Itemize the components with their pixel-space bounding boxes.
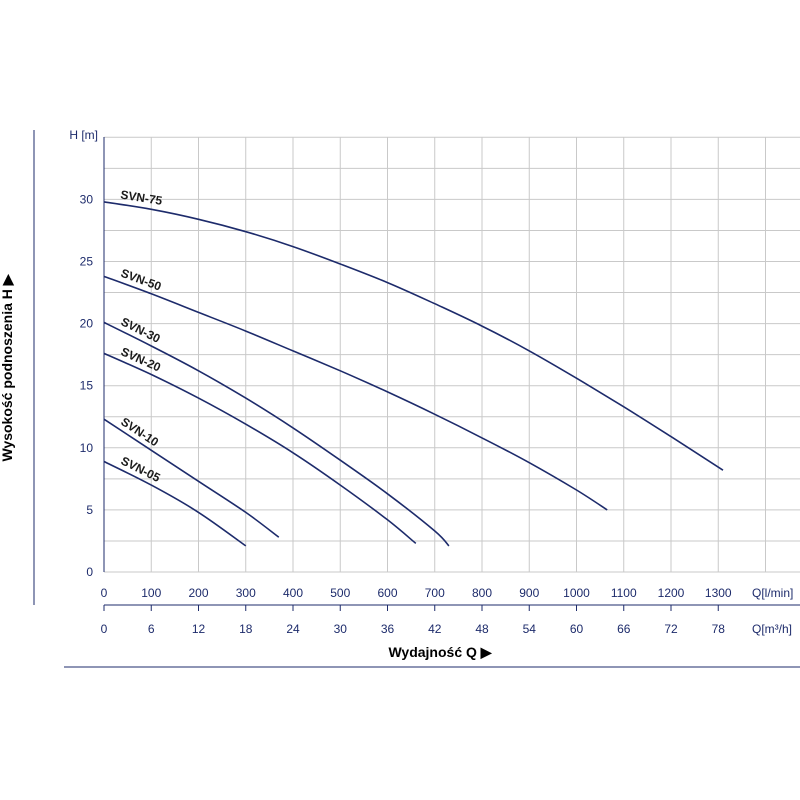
x-tick-label: 600 <box>377 586 397 600</box>
x-tick-label: 1300 <box>705 586 732 600</box>
x2-tick-label: 42 <box>428 622 442 636</box>
x-tick-label: 700 <box>425 586 445 600</box>
x2-tick-label: 60 <box>570 622 584 636</box>
x2-tick-label: 0 <box>101 622 108 636</box>
x2-tick-label: 24 <box>286 622 300 636</box>
y-tick-label: 0 <box>86 565 93 579</box>
x2-tick-label: 12 <box>192 622 206 636</box>
y-tick-label: 30 <box>80 192 94 206</box>
y-unit-label: H [m] <box>69 128 98 142</box>
series-line-svn-05 <box>103 460 247 547</box>
grid <box>103 136 800 573</box>
x-tick-label: 900 <box>519 586 539 600</box>
x2-tick-label: 36 <box>381 622 395 636</box>
series-line-svn-30 <box>103 321 450 547</box>
x2-tick-label: 18 <box>239 622 253 636</box>
x2-unit-label: Q[m³/h] <box>752 622 792 636</box>
series-line-svn-20 <box>103 352 417 545</box>
x-tick-label: 800 <box>472 586 492 600</box>
y-tick-label: 25 <box>80 255 94 269</box>
series-line-svn-75 <box>103 201 724 471</box>
x-tick-label: 500 <box>330 586 350 600</box>
x-tick-label: 100 <box>141 586 161 600</box>
y-tick-label: 10 <box>80 441 94 455</box>
series-label-svn-75: SVN-75 <box>120 188 164 208</box>
x-unit-label: Q[l/min] <box>752 586 793 600</box>
x2-tick-label: 48 <box>475 622 489 636</box>
x-tick-label: 200 <box>188 586 208 600</box>
x-tick-label: 1200 <box>658 586 685 600</box>
x2-tick-label: 6 <box>148 622 155 636</box>
series-line-svn-50 <box>103 275 608 511</box>
y-axis-title: Wysokość podnoszenia H ▶ <box>0 273 15 461</box>
x-tick-label: 300 <box>236 586 256 600</box>
x-tick-label: 1100 <box>611 586 637 600</box>
x2-tick-label: 66 <box>617 622 631 636</box>
y-tick-label: 5 <box>86 503 93 517</box>
x2-tick-label: 72 <box>664 622 678 636</box>
y-tick-label: 15 <box>80 379 94 393</box>
x-axis-title: Wydajność Q ▶ <box>388 644 492 660</box>
x-tick-label: 400 <box>283 586 303 600</box>
y-tick-label: 20 <box>80 317 94 331</box>
x2-tick-label: 30 <box>334 622 348 636</box>
x2-tick-label: 54 <box>523 622 537 636</box>
x-tick-label: 1000 <box>563 586 590 600</box>
x-tick-label: 0 <box>101 586 108 600</box>
series-line-svn-10 <box>103 418 280 538</box>
x2-tick-label: 78 <box>712 622 726 636</box>
